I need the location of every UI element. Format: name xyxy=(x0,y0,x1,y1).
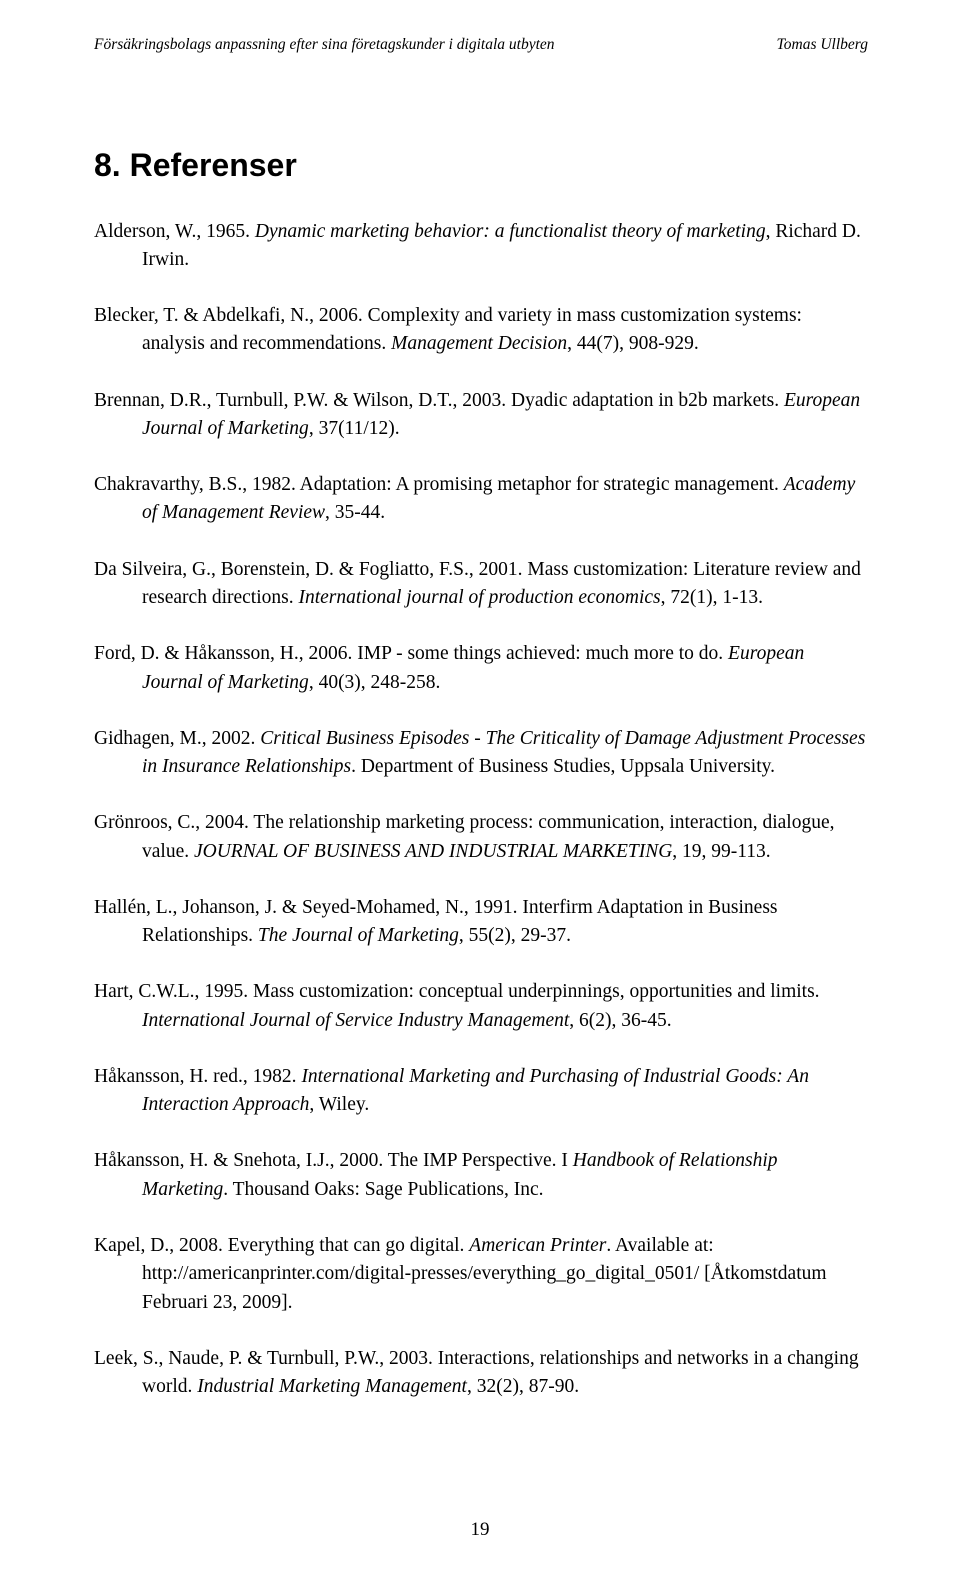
reference-text: , 72(1), 1-13. xyxy=(661,587,763,608)
reference-text: , 19, 99-113. xyxy=(672,841,770,862)
section-heading: 8. Referenser xyxy=(94,147,868,184)
reference-text: Håkansson, H. red., 1982. xyxy=(94,1066,301,1087)
reference-text: Kapel, D., 2008. Everything that can go … xyxy=(94,1235,469,1256)
reference-text: Gidhagen, M., 2002. xyxy=(94,728,260,749)
reference-italic: Management Decision xyxy=(391,333,567,354)
reference-entry: Grönroos, C., 2004. The relationship mar… xyxy=(94,809,868,866)
reference-text: Alderson, W., 1965. xyxy=(94,221,255,242)
reference-text: , 40(3), 248-258. xyxy=(309,672,441,693)
reference-text: . Department of Business Studies, Uppsal… xyxy=(351,756,775,777)
reference-entry: Blecker, T. & Abdelkafi, N., 2006. Compl… xyxy=(94,302,868,359)
reference-entry: Kapel, D., 2008. Everything that can go … xyxy=(94,1232,868,1317)
reference-text: Brennan, D.R., Turnbull, P.W. & Wilson, … xyxy=(94,390,784,411)
reference-italic: American Printer xyxy=(469,1235,606,1256)
reference-entry: Hallén, L., Johanson, J. & Seyed-Mohamed… xyxy=(94,894,868,951)
reference-text: Chakravarthy, B.S., 1982. Adaptation: A … xyxy=(94,474,784,495)
reference-text: Ford, D. & Håkansson, H., 2006. IMP - so… xyxy=(94,643,728,664)
page-number: 19 xyxy=(0,1519,960,1541)
reference-text: . Thousand Oaks: Sage Publications, Inc. xyxy=(223,1179,543,1200)
reference-entry: Alderson, W., 1965. Dynamic marketing be… xyxy=(94,218,868,275)
reference-text: , Wiley. xyxy=(309,1094,369,1115)
reference-italic: The Journal of Marketing xyxy=(258,925,459,946)
reference-entry: Da Silveira, G., Borenstein, D. & Foglia… xyxy=(94,556,868,613)
reference-text: , 35-44. xyxy=(325,502,385,523)
reference-italic: International journal of production econ… xyxy=(298,587,660,608)
reference-entry: Gidhagen, M., 2002. Critical Business Ep… xyxy=(94,725,868,782)
reference-text: , 32(2), 87-90. xyxy=(467,1376,579,1397)
reference-text: Hart, C.W.L., 1995. Mass customization: … xyxy=(94,981,820,1002)
reference-list: Alderson, W., 1965. Dynamic marketing be… xyxy=(94,218,868,1402)
reference-italic: Dynamic marketing behavior: a functional… xyxy=(255,221,766,242)
reference-italic: JOURNAL OF BUSINESS AND INDUSTRIAL MARKE… xyxy=(194,841,672,862)
reference-entry: Chakravarthy, B.S., 1982. Adaptation: A … xyxy=(94,471,868,528)
running-head-right: Tomas Ullberg xyxy=(777,36,868,55)
document-page: Försäkringsbolags anpassning efter sina … xyxy=(0,0,960,1593)
reference-entry: Brennan, D.R., Turnbull, P.W. & Wilson, … xyxy=(94,387,868,444)
reference-italic: International Journal of Service Industr… xyxy=(142,1010,569,1031)
running-head-left: Försäkringsbolags anpassning efter sina … xyxy=(94,36,555,55)
reference-entry: Ford, D. & Håkansson, H., 2006. IMP - so… xyxy=(94,640,868,697)
reference-text: , 44(7), 908-929. xyxy=(567,333,699,354)
reference-text: , 37(11/12). xyxy=(309,418,400,439)
running-head: Försäkringsbolags anpassning efter sina … xyxy=(94,36,868,55)
reference-text: Håkansson, H. & Snehota, I.J., 2000. The… xyxy=(94,1150,573,1171)
reference-text: , 55(2), 29-37. xyxy=(459,925,571,946)
reference-entry: Hart, C.W.L., 1995. Mass customization: … xyxy=(94,978,868,1035)
reference-entry: Håkansson, H. & Snehota, I.J., 2000. The… xyxy=(94,1147,868,1204)
reference-entry: Håkansson, H. red., 1982. International … xyxy=(94,1063,868,1120)
reference-entry: Leek, S., Naude, P. & Turnbull, P.W., 20… xyxy=(94,1345,868,1402)
reference-italic: Industrial Marketing Management xyxy=(197,1376,467,1397)
reference-text: , 6(2), 36-45. xyxy=(569,1010,671,1031)
